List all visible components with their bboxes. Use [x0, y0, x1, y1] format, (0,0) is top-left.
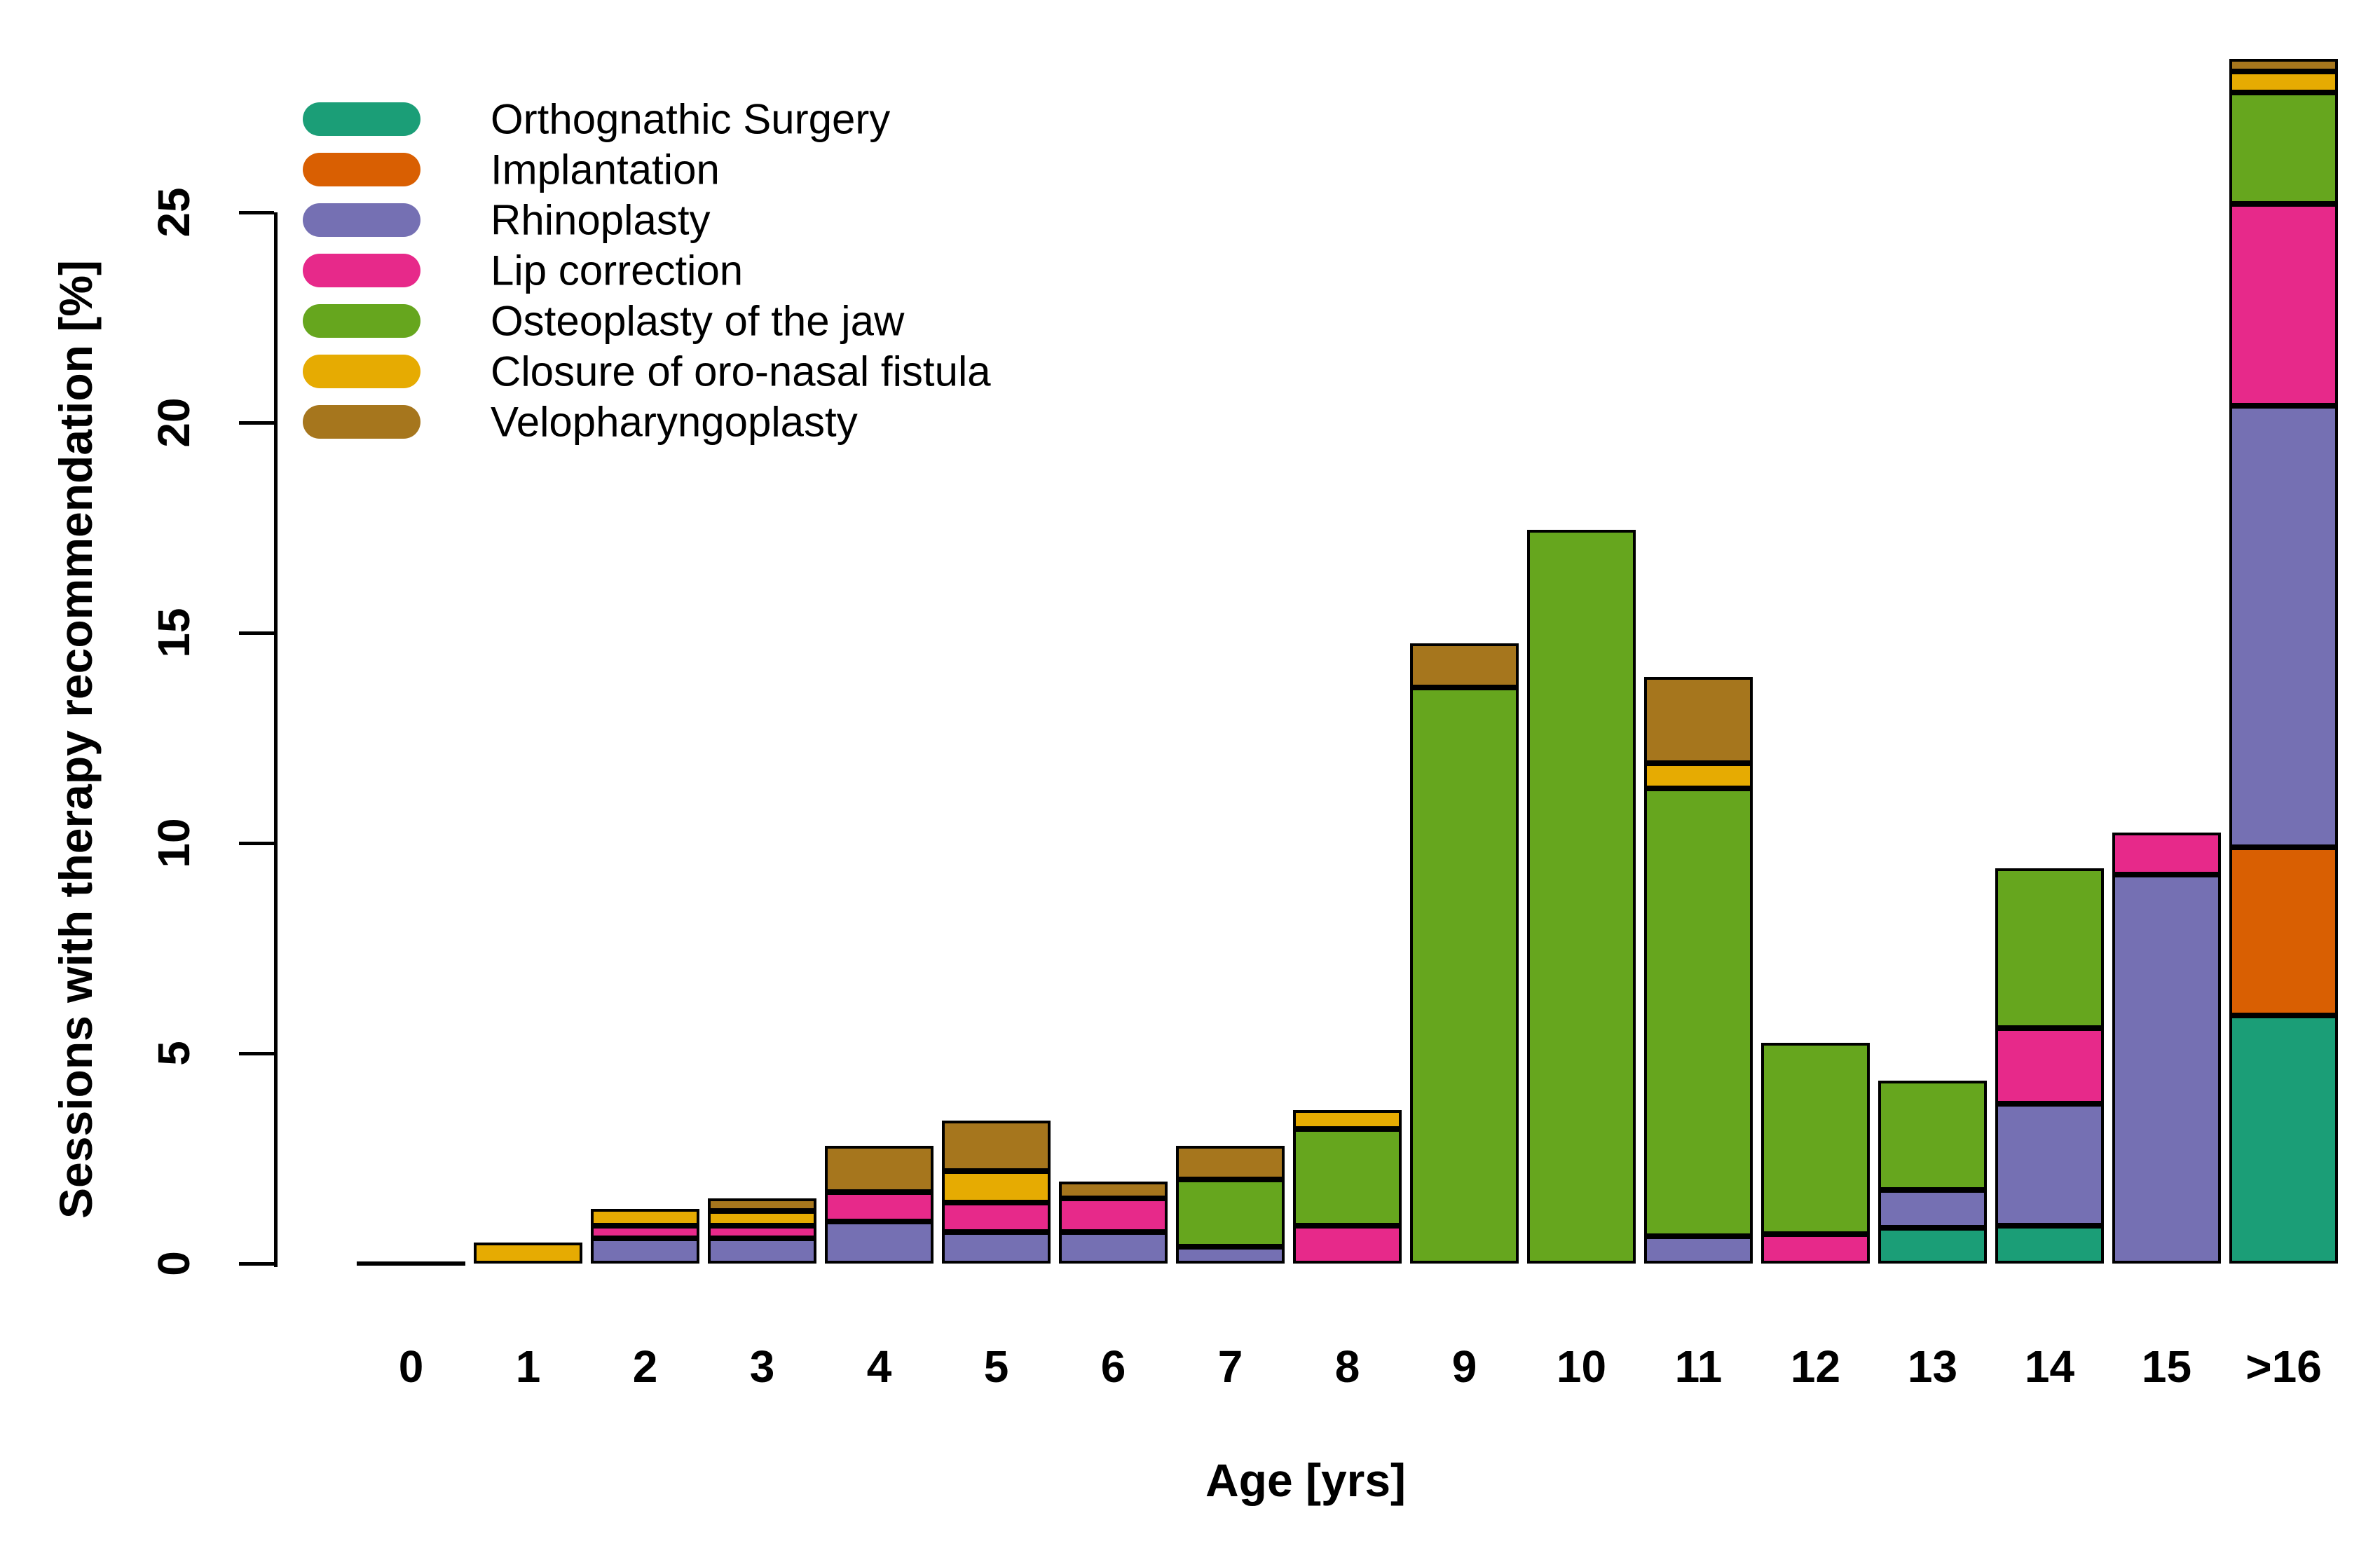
x-tick-label-age-1: 1	[515, 1341, 541, 1392]
x-tick-label-age-8: 8	[1334, 1341, 1360, 1392]
bar-segment-age->16-series-3	[2229, 204, 2338, 406]
bar-segment-age-11-series-5	[1644, 763, 1753, 788]
y-tick-mark	[239, 842, 274, 845]
x-tick-label-age-13: 13	[1907, 1341, 1958, 1392]
x-tick-label-age-7: 7	[1217, 1341, 1243, 1392]
bar-segment-age-3-series-6	[708, 1198, 816, 1211]
y-tick-label: 15	[149, 608, 199, 658]
bar-segment-age-11-series-2	[1644, 1236, 1753, 1264]
legend-swatch-6	[303, 405, 420, 439]
x-tick-label-age-5: 5	[983, 1341, 1009, 1392]
bar-segment-age-6-series-3	[1059, 1198, 1168, 1232]
x-tick-label-age-15: 15	[2141, 1341, 2192, 1392]
bar-segment-age-6-series-6	[1059, 1182, 1168, 1198]
bar-segment-age-12-series-4	[1761, 1043, 1870, 1234]
bar-segment-age->16-series-5	[2229, 71, 2338, 93]
x-tick-label-age-0: 0	[398, 1341, 424, 1392]
bar-segment-age-2-series-3	[591, 1226, 699, 1238]
bar-segment-age-2-series-5	[591, 1209, 699, 1226]
bar-segment-age-5-series-6	[942, 1121, 1051, 1171]
y-axis-line	[274, 212, 278, 1267]
x-tick-label-age-14: 14	[2024, 1341, 2075, 1392]
y-tick-label: 5	[149, 1041, 199, 1066]
legend-swatch-3	[303, 254, 420, 287]
bar-segment-age->16-series-6	[2229, 59, 2338, 71]
bar-segment-age-14-series-3	[1995, 1028, 2104, 1104]
y-tick-mark	[239, 631, 274, 635]
bar-segment-age-2-series-2	[591, 1238, 699, 1264]
bar-segment-age-11-series-4	[1644, 788, 1753, 1236]
legend-label-0: Orthognathic Surgery	[491, 95, 891, 143]
bar-segment-age-13-series-4	[1878, 1081, 1987, 1190]
bar-segment-age-7-series-2	[1176, 1247, 1285, 1264]
legend-swatch-1	[303, 153, 420, 186]
bar-segment-age-3-series-3	[708, 1226, 816, 1238]
bar-segment-age-3-series-2	[708, 1238, 816, 1264]
y-tick-mark	[239, 1052, 274, 1055]
y-tick-label: 10	[149, 818, 199, 868]
y-tick-mark	[239, 1262, 274, 1266]
bar-segment-age-12-series-3	[1761, 1234, 1870, 1264]
bar-segment-age-7-series-6	[1176, 1146, 1285, 1179]
bar-segment-age-15-series-2	[2112, 875, 2221, 1264]
y-tick-label: 25	[149, 187, 199, 238]
x-tick-label-age-10: 10	[1556, 1341, 1607, 1392]
bar-segment-age-14-series-0	[1995, 1226, 2104, 1264]
x-tick-label-age-11: 11	[1674, 1341, 1723, 1392]
bar-segment-age-4-series-6	[825, 1146, 933, 1192]
bar-segment-age-6-series-2	[1059, 1232, 1168, 1264]
y-tick-mark	[239, 211, 274, 214]
bar-segment-age-3-series-5	[708, 1211, 816, 1226]
bar-segment-age-13-series-2	[1878, 1190, 1987, 1228]
y-tick-label: 0	[149, 1251, 199, 1276]
bar-segment-age-5-series-2	[942, 1232, 1051, 1264]
zero-height-bar-age-0	[357, 1261, 465, 1266]
bar-segment-age-8-series-3	[1293, 1226, 1402, 1264]
bar-segment-age-10-series-4	[1527, 530, 1636, 1264]
bar-segment-age->16-series-0	[2229, 1015, 2338, 1264]
legend-label-6: Velopharyngoplasty	[491, 398, 858, 446]
legend-swatch-2	[303, 203, 420, 237]
bar-segment-age-4-series-3	[825, 1192, 933, 1222]
x-tick-label-age->16: >16	[2245, 1341, 2322, 1392]
y-tick-mark	[239, 421, 274, 425]
x-tick-label-age-3: 3	[749, 1341, 775, 1392]
bar-segment-age-14-series-4	[1995, 868, 2104, 1028]
legend-swatch-4	[303, 304, 420, 338]
bar-segment-age-1-series-5	[474, 1243, 582, 1264]
bar-segment-age->16-series-1	[2229, 847, 2338, 1015]
x-tick-label-age-6: 6	[1100, 1341, 1126, 1392]
legend-label-2: Rhinoplasty	[491, 196, 711, 244]
bar-segment-age-5-series-5	[942, 1171, 1051, 1203]
bar-segment-age-8-series-4	[1293, 1129, 1402, 1226]
bar-segment-age-15-series-3	[2112, 833, 2221, 875]
bar-segment-age-9-series-4	[1410, 687, 1519, 1264]
y-tick-label: 20	[149, 397, 199, 448]
y-axis-title: Sessions with therapy recommendation [%]	[50, 260, 102, 1219]
bar-segment-age-7-series-4	[1176, 1179, 1285, 1247]
bar-segment-age-4-series-2	[825, 1222, 933, 1264]
x-tick-label-age-9: 9	[1451, 1341, 1477, 1392]
legend-label-5: Closure of oro-nasal fistula	[491, 348, 991, 395]
legend-swatch-0	[303, 102, 420, 136]
x-tick-label-age-2: 2	[632, 1341, 658, 1392]
x-tick-label-age-12: 12	[1790, 1341, 1841, 1392]
legend-swatch-5	[303, 355, 420, 388]
legend-label-1: Implantation	[491, 146, 720, 193]
bar-segment-age-9-series-6	[1410, 643, 1519, 687]
bar-segment-age-11-series-6	[1644, 677, 1753, 763]
bar-segment-age-14-series-2	[1995, 1104, 2104, 1226]
legend-label-4: Osteoplasty of the jaw	[491, 297, 905, 345]
bar-segment-age->16-series-4	[2229, 93, 2338, 204]
legend-label-3: Lip correction	[491, 247, 744, 294]
bar-segment-age->16-series-2	[2229, 406, 2338, 847]
bar-segment-age-13-series-0	[1878, 1228, 1987, 1264]
x-tick-label-age-4: 4	[866, 1341, 892, 1392]
bar-segment-age-8-series-5	[1293, 1110, 1402, 1129]
bar-segment-age-5-series-3	[942, 1203, 1051, 1232]
x-axis-title: Age [yrs]	[1205, 1454, 1407, 1506]
